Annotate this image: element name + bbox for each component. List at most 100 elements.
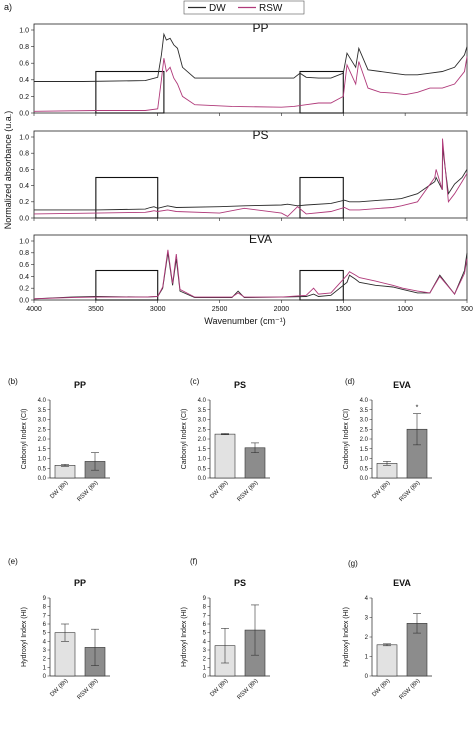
x-tick-label: 1500	[335, 306, 351, 313]
y-tick-label: 6	[43, 622, 47, 628]
y-tick-label: 3	[203, 648, 207, 654]
x-category-label: DW (8h)	[371, 678, 391, 698]
y-tick-label: 2.0	[38, 437, 47, 443]
x-category-label: RSW (8h)	[77, 678, 100, 701]
y-tick-label: 4	[365, 596, 369, 602]
y-tick-label: 3.0	[360, 418, 369, 424]
legend-label-rsw: RSW	[259, 3, 283, 14]
y-tick-label: 0.8	[19, 44, 29, 51]
spectrum-panel-pp: 0.0 0.2 0.4 0.6 0.8 1.0 PP	[19, 21, 468, 117]
x-category-label: RSW (8h)	[399, 678, 422, 701]
y-tick-label: 3	[365, 616, 369, 622]
significance-mark: *	[416, 405, 419, 412]
legend-label-dw: DW	[209, 3, 226, 14]
panel-letter: (f)	[190, 557, 198, 566]
y-tick-label: 2	[365, 635, 369, 641]
y-tick-label: 0.5	[38, 466, 47, 472]
x-category-label: DW (8h)	[371, 480, 391, 500]
spectra-xlabel: Wavenumber (cm⁻¹)	[204, 316, 285, 326]
spectrum-title: PS	[252, 128, 268, 142]
bar-panel-e: (e) PP 0 1 2 3 4 5 6 7 8 9 Hydroxyl Index (HI) DW (8h…	[8, 557, 110, 701]
x-category-label: DW (8h)	[209, 678, 229, 698]
highlight-box	[95, 269, 159, 301]
y-tick-label: 0.6	[19, 262, 29, 269]
x-category-label: RSW (8h)	[237, 480, 260, 503]
bar-ylabel: Carbonyl Index (CI)	[343, 409, 350, 470]
highlight-box	[95, 176, 159, 219]
bar-title: PP	[74, 578, 86, 588]
y-tick-label: 1	[43, 665, 47, 671]
y-tick-label: 0.2	[19, 94, 29, 101]
bar-ylabel: Hydroxyl Index (HI)	[343, 607, 350, 667]
y-tick-label: 0.6	[19, 167, 29, 174]
x-category-label: DW (8h)	[49, 678, 69, 698]
bar-title: EVA	[393, 578, 411, 588]
x-category-label: RSW (8h)	[237, 678, 260, 701]
bar-title: PS	[234, 578, 246, 588]
y-tick-label: 9	[203, 596, 207, 602]
x-tick-label: 2000	[274, 306, 290, 313]
ftir-spectra: 0.0 0.2 0.4 0.6 0.8 1.0 PP 0.0 0.2 0.4 0.6 0.8 1.0 PS…	[19, 21, 473, 313]
bar-ylabel: Hydroxyl Index (HI)	[21, 607, 28, 667]
spectrum-panel-eva: 0.0 0.2 0.4 0.6 0.8 1.0 4000 3500 3000 2500 2000 15…	[19, 232, 473, 313]
shared-ylabel: Normalized absorbance (u.a.)	[3, 111, 13, 230]
y-tick-label: 4.0	[38, 398, 47, 404]
y-tick-label: 0.4	[19, 274, 29, 281]
panel-a-label: a)	[4, 2, 12, 12]
x-category-label: DW (8h)	[49, 480, 69, 500]
bar-panel-f: (f) PS 0 1 2 3 4 5 6 7 8 9 Hydroxyl Index (HI) DW (8h…	[181, 557, 270, 701]
bar	[376, 644, 398, 677]
y-tick-label: 0.5	[360, 466, 369, 472]
y-tick-label: 1.0	[19, 134, 29, 141]
y-tick-label: 1	[365, 655, 369, 661]
bar-panel-g: (g) EVA 0 1 2 3 4 Hydroxyl Index (HI) DW (8h) RSW…	[343, 559, 432, 701]
y-tick-label: 8	[43, 605, 47, 611]
bar-panel-c: (c) PS 0.0 0.5 1.0 1.5 2.0 2.5 3.0 3.5 4.0 Carbonyl…	[181, 377, 270, 503]
y-tick-label: 3	[43, 648, 47, 654]
spectrum-frame	[33, 130, 468, 219]
highlight-box	[95, 70, 165, 114]
legend: DW RSW	[183, 0, 305, 15]
y-tick-label: 0.8	[19, 250, 29, 257]
y-tick-label: 0.4	[19, 183, 29, 190]
x-tick-label: 3000	[150, 306, 166, 313]
y-tick-label: 1.0	[360, 457, 369, 463]
highlight-box	[299, 70, 344, 114]
y-tick-label: 0	[203, 674, 207, 680]
highlight-box	[299, 176, 344, 219]
y-tick-label: 0.0	[360, 476, 369, 482]
y-tick-label: 0.0	[19, 215, 29, 222]
y-tick-label: 2.0	[360, 437, 369, 443]
y-tick-label: 0.0	[38, 476, 47, 482]
x-category-label: RSW (8h)	[399, 480, 422, 503]
series-dw	[33, 252, 468, 300]
y-tick-label: 1.5	[198, 447, 207, 453]
y-tick-label: 1.0	[198, 457, 207, 463]
bar	[54, 465, 76, 479]
y-tick-label: 2.0	[198, 437, 207, 443]
series-rsw	[33, 138, 468, 217]
y-tick-label: 0	[43, 674, 47, 680]
bar-title: PP	[74, 380, 86, 390]
panel-letter: (d)	[345, 377, 355, 386]
y-tick-label: 1.0	[19, 27, 29, 34]
y-tick-label: 0.6	[19, 61, 29, 68]
spectrum-panel-ps: 0.0 0.2 0.4 0.6 0.8 1.0 PS	[19, 128, 468, 222]
series-dw	[34, 32, 468, 82]
y-tick-label: 0.2	[19, 286, 29, 293]
y-tick-label: 0.2	[19, 199, 29, 206]
y-tick-label: 9	[43, 596, 47, 602]
spectrum-frame	[33, 234, 468, 301]
x-category-label: RSW (8h)	[77, 480, 100, 503]
y-tick-label: 2.5	[360, 427, 369, 433]
x-tick-label: 2500	[212, 306, 228, 313]
bar-ylabel: Carbonyl Index (CI)	[181, 409, 188, 470]
x-tick-label: 1000	[397, 306, 413, 313]
y-tick-label: 2	[43, 657, 47, 663]
series-dw	[34, 146, 468, 211]
y-tick-label: 2.5	[198, 427, 207, 433]
spectrum-frame	[33, 23, 468, 114]
y-tick-label: 4	[43, 639, 47, 645]
y-tick-label: 0.0	[19, 110, 29, 117]
